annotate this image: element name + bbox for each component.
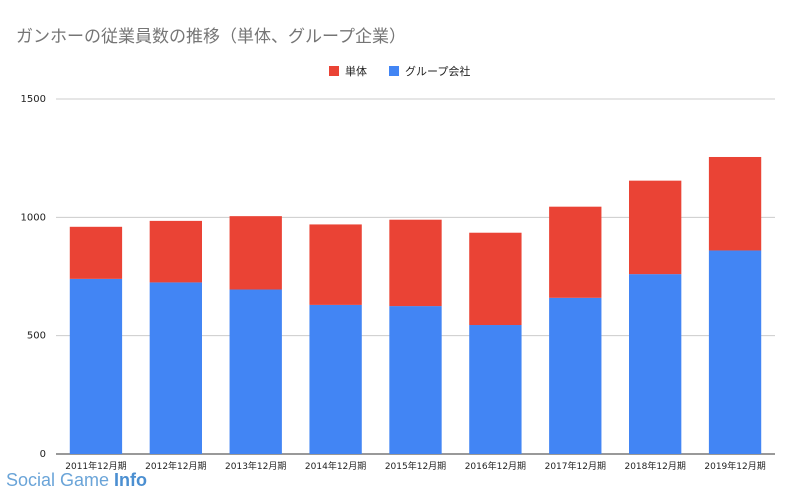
x-tick-label: 2014年12月期 xyxy=(305,460,366,472)
bar xyxy=(549,297,602,454)
x-tick-label: 2018年12月期 xyxy=(624,460,685,472)
x-tick-label: 2013年12月期 xyxy=(225,460,286,472)
bar xyxy=(69,226,123,279)
bar xyxy=(309,224,362,305)
bar xyxy=(708,156,762,251)
x-tick-label: 2015年12月期 xyxy=(385,460,446,472)
x-tick-label: 2011年12月期 xyxy=(65,460,126,472)
watermark-text: Social Game xyxy=(6,470,115,490)
bar xyxy=(389,306,442,454)
watermark-logo: Social Game Info xyxy=(6,470,147,491)
bar xyxy=(69,278,123,454)
x-tick-label: 2019年12月期 xyxy=(704,460,765,472)
bar xyxy=(149,220,202,283)
x-tick-label: 2017年12月期 xyxy=(545,460,606,472)
y-tick-label: 1500 xyxy=(21,94,46,105)
legend: 単体 グループ会社 xyxy=(329,64,470,78)
bar xyxy=(149,282,202,454)
bar xyxy=(309,304,362,454)
chart-title: ガンホーの従業員数の推移（単体、グループ企業） xyxy=(16,27,406,47)
legend-label: 単体 xyxy=(345,64,367,78)
bar xyxy=(469,232,522,326)
bar xyxy=(629,180,682,275)
bar xyxy=(389,219,442,307)
y-tick-label: 1000 xyxy=(21,212,46,223)
bar xyxy=(708,250,762,454)
bar-series xyxy=(69,156,762,454)
bar xyxy=(229,289,282,454)
axis-labels: 0 500 1000 1500 2011年12月期 2012年12月期 2013年12月期 2… xyxy=(21,94,766,472)
x-tick-label: 2012年12月期 xyxy=(145,460,206,472)
bar xyxy=(629,274,682,454)
x-tick-label: 2016年12月期 xyxy=(465,460,526,472)
y-tick-label: 500 xyxy=(27,331,46,342)
bar xyxy=(549,206,602,298)
legend-label: グループ会社 xyxy=(405,64,470,78)
legend-swatch xyxy=(329,66,339,76)
watermark-text-strong: Info xyxy=(114,470,148,490)
bar xyxy=(229,216,282,290)
bar xyxy=(469,325,522,454)
y-tick-label: 0 xyxy=(40,449,46,460)
legend-swatch xyxy=(389,66,399,76)
